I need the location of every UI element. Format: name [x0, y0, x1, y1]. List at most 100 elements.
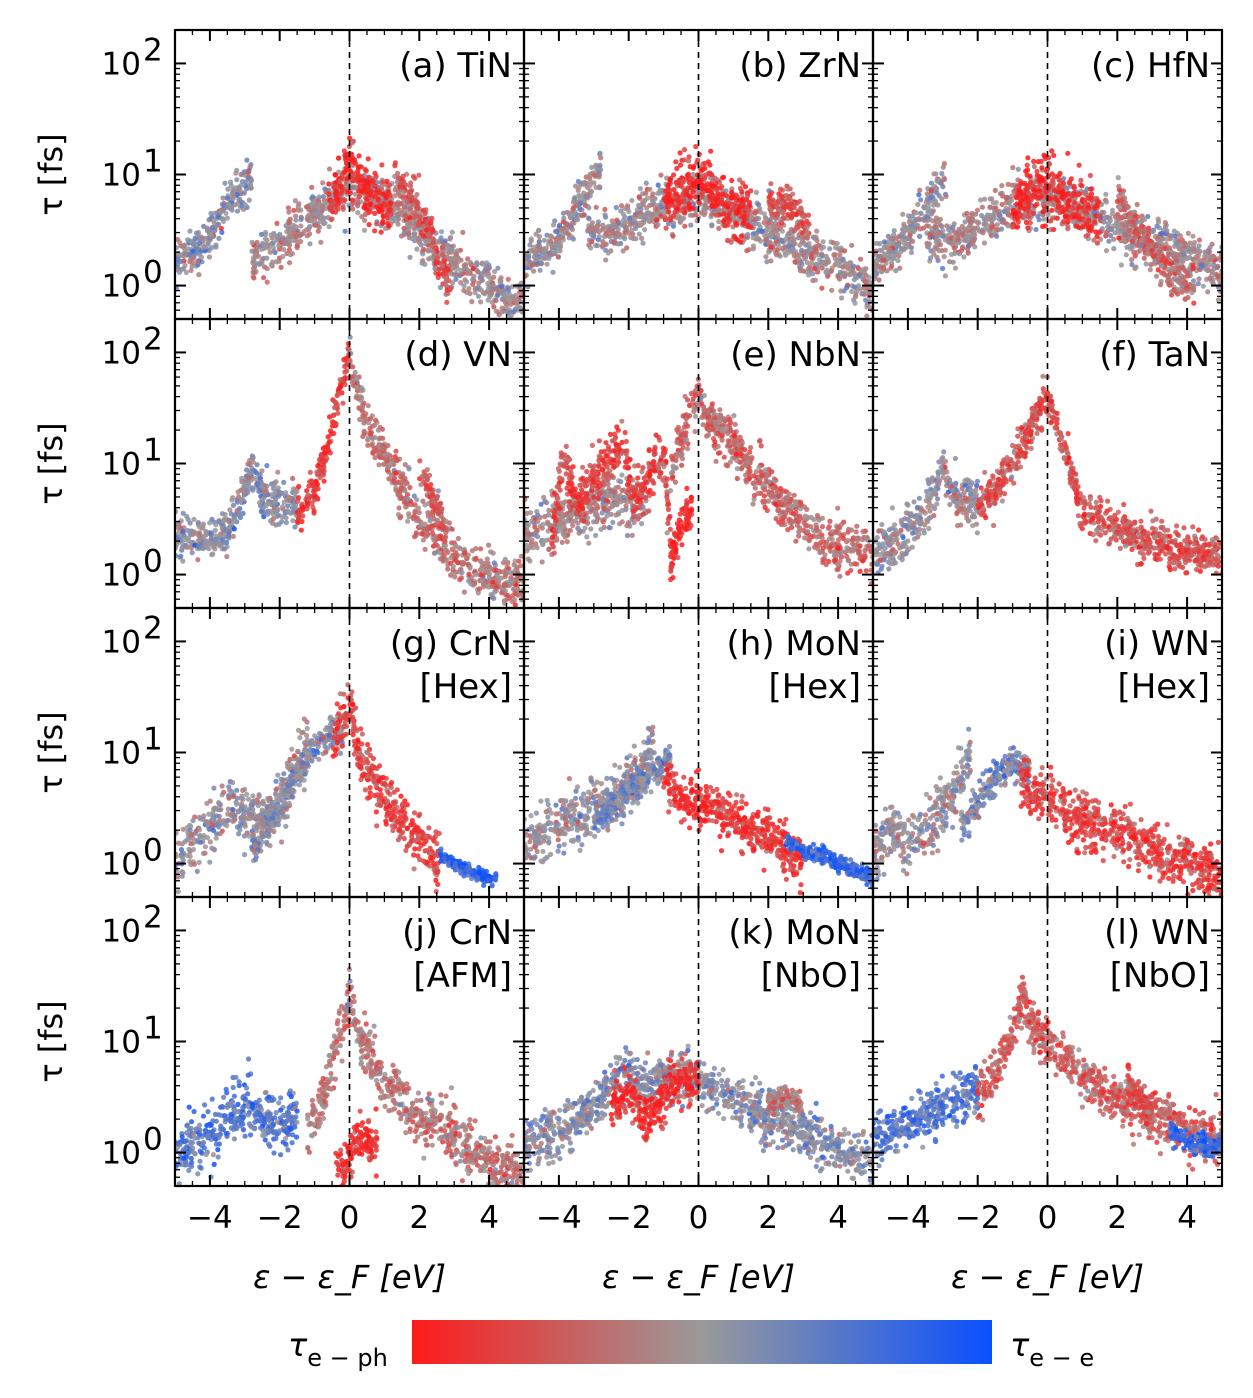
- data-point: [372, 175, 378, 181]
- data-point: [1153, 273, 1160, 279]
- data-point: [1118, 262, 1124, 268]
- data-point: [1091, 237, 1097, 243]
- data-point: [779, 220, 785, 226]
- data-point: [946, 232, 952, 238]
- data-point: [1026, 190, 1032, 196]
- data-point: [814, 237, 820, 244]
- data-point: [537, 267, 543, 273]
- data-point: [505, 287, 511, 293]
- data-point: [960, 231, 966, 237]
- data-point: [218, 225, 224, 232]
- data-point: [682, 223, 688, 229]
- data-point: [527, 259, 533, 265]
- data-point: [673, 159, 679, 165]
- data-point: [1057, 170, 1063, 176]
- data-point: [913, 210, 919, 216]
- data-point: [378, 179, 385, 186]
- data-point: [668, 214, 674, 220]
- data-point: [744, 206, 750, 212]
- data-point: [694, 172, 701, 178]
- data-point: [185, 237, 191, 243]
- data-point: [907, 233, 913, 239]
- data-point: [1142, 216, 1148, 222]
- data-point: [979, 213, 985, 219]
- data-point: [536, 239, 542, 245]
- data-point: [740, 180, 746, 186]
- data-point: [182, 262, 188, 269]
- data-point: [514, 298, 520, 304]
- data-point: [1116, 235, 1122, 241]
- data-point: [672, 209, 678, 215]
- data-point: [501, 290, 507, 296]
- data-point: [493, 298, 499, 304]
- data-point: [1077, 209, 1083, 215]
- data-point: [878, 253, 884, 259]
- data-point: [801, 249, 807, 255]
- data-point: [373, 204, 379, 210]
- data-point: [215, 214, 221, 220]
- data-point: [499, 305, 505, 311]
- data-point: [406, 231, 412, 237]
- data-point: [775, 247, 781, 253]
- data-point: [792, 259, 798, 265]
- data-point: [1015, 166, 1021, 172]
- data-point: [847, 271, 853, 278]
- data-point: [932, 224, 938, 230]
- data-point: [1117, 204, 1123, 210]
- data-point: [291, 238, 297, 244]
- data-point: [971, 229, 977, 235]
- data-point: [564, 222, 571, 228]
- data-point: [820, 239, 826, 245]
- data-point: [188, 267, 194, 274]
- data-point: [1084, 186, 1090, 192]
- data-point: [217, 209, 224, 215]
- data-point: [596, 184, 603, 190]
- data-point: [1037, 195, 1043, 201]
- data-point: [797, 198, 803, 204]
- data-point: [1065, 226, 1071, 232]
- data-point: [1031, 192, 1037, 198]
- data-point: [372, 228, 378, 234]
- data-point: [320, 204, 326, 210]
- data-point: [1110, 207, 1116, 213]
- data-point: [830, 240, 837, 246]
- data-point: [489, 289, 495, 296]
- data-point: [1129, 257, 1135, 263]
- data-point: [673, 191, 680, 197]
- data-point: [1102, 215, 1108, 221]
- data-point: [234, 208, 241, 214]
- data-point: [411, 210, 417, 216]
- data-point: [652, 195, 658, 202]
- data-point: [1131, 249, 1137, 255]
- data-point: [677, 162, 684, 168]
- data-point: [721, 174, 727, 180]
- data-point: [766, 219, 772, 225]
- data-point: [902, 238, 908, 244]
- data-point: [264, 279, 270, 285]
- data-point: [575, 178, 582, 185]
- data-point: [407, 254, 413, 260]
- data-point: [840, 256, 846, 262]
- data-point: [1148, 262, 1154, 268]
- data-point: [262, 264, 268, 270]
- data-point: [1122, 239, 1128, 245]
- data-point: [687, 176, 694, 182]
- data-point: [486, 262, 492, 268]
- data-point: [630, 235, 637, 242]
- data-point: [1117, 215, 1123, 221]
- data-point: [321, 215, 327, 221]
- data-point: [896, 242, 902, 249]
- data-point: [696, 151, 702, 157]
- data-point: [713, 212, 719, 218]
- data-point: [1096, 214, 1102, 220]
- data-point: [983, 214, 989, 220]
- data-point: [896, 233, 902, 239]
- data-point: [349, 176, 355, 182]
- data-point: [1051, 226, 1057, 233]
- data-point: [655, 222, 661, 228]
- data-point: [378, 229, 384, 235]
- data-point: [768, 244, 774, 250]
- data-point: [589, 220, 596, 226]
- data-point: [1155, 253, 1161, 259]
- data-point: [1051, 173, 1057, 179]
